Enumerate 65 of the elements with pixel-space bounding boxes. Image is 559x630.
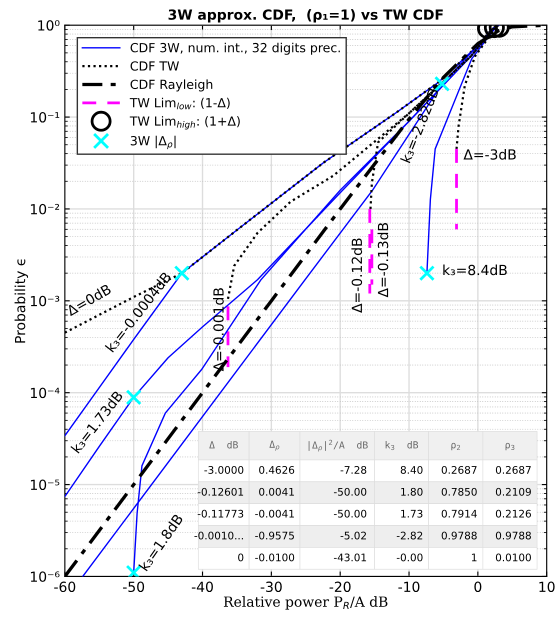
annotation: 0.9788 <box>496 532 531 540</box>
legend-label: CDF TW <box>130 61 179 71</box>
y-tick-label: 10⁻⁵ <box>30 480 60 490</box>
annotation: -43.01 <box>334 553 366 562</box>
annotation: 1.80 <box>401 488 423 496</box>
annotation: ρ$_{3}$ <box>506 442 514 450</box>
annotation: 0.2126 <box>496 510 531 518</box>
annotation: 1.73 <box>401 510 422 518</box>
annotation: |Δ$_{ρ}$|$^{2}$/A dB <box>308 440 368 452</box>
y-tick-label: 10⁻⁴ <box>30 388 60 398</box>
annotation: -2.82 <box>396 532 422 540</box>
annotation: -50.00 <box>334 510 366 518</box>
annotation: 0.2687 <box>496 466 531 474</box>
annotation: 0.9788 <box>442 532 477 540</box>
annotation: -0.9575 <box>255 532 294 540</box>
annotation: 0.7914 <box>442 510 477 518</box>
annotation: k₃=8.4dB <box>443 264 507 276</box>
x-tick-label: -10 <box>398 582 420 592</box>
annotation: -5.02 <box>340 532 366 540</box>
annotation: 0.4626 <box>259 466 294 474</box>
annotation: 1 <box>472 554 476 562</box>
annotation: -0.0010... <box>194 532 243 540</box>
legend-label: TW Lim$_{high}$: (1+Δ) <box>130 116 240 130</box>
annotation: -7.28 <box>340 466 366 474</box>
annotation: -0.00 <box>396 553 423 562</box>
x-tick-label: -30 <box>260 582 282 592</box>
annotation: Δ=-0.13dB <box>378 223 388 298</box>
annotation: Δ=-3dB <box>464 148 516 160</box>
annotation: Δ=-0.001dB <box>213 288 224 372</box>
y-tick-label: 10⁻⁶ <box>30 571 60 582</box>
x-axis-title: Relative power P$_{R}$/A dB <box>224 596 388 610</box>
y-tick-label: 10⁻³ <box>30 296 60 306</box>
annotation: -3.0000 <box>204 466 244 474</box>
annotation: 0.7850 <box>442 488 477 496</box>
x-tick-label: -50 <box>123 582 144 592</box>
annotation: Δ$_{ρ}$ <box>269 440 280 451</box>
legend-label: 3W |Δ$_{ρ}$| <box>130 136 176 150</box>
x-tick-label: -60 <box>54 582 76 592</box>
annotation: 0.0100 <box>496 553 531 562</box>
annotation: 0 <box>238 553 244 562</box>
text: k$_{3}$ dB <box>386 441 418 450</box>
annotation: 0.2687 <box>442 466 477 474</box>
annotation: -0.0041 <box>255 510 294 518</box>
x-tick-label: -20 <box>330 582 351 592</box>
x-tick-label: 0 <box>474 582 482 592</box>
annotation: 0.2109 <box>496 488 531 496</box>
annotation: 8.40 <box>400 466 423 474</box>
annotation: -0.0100 <box>255 553 294 562</box>
legend-label: CDF 3W, num. int., 32 digits prec. <box>130 42 340 55</box>
x-tick-label: -40 <box>192 582 213 592</box>
y-axis-title: Probability ϵ <box>14 260 28 343</box>
annotation: -0.12601 <box>198 488 244 496</box>
annotation: -0.11773 <box>198 510 244 518</box>
annotation: Δ dB <box>209 441 238 449</box>
legend-label: TW Lim$_{low}$: (1-Δ) <box>130 98 230 110</box>
y-tick-label: 10⁻² <box>30 204 60 214</box>
annotation: ρ$_{2}$ <box>451 442 460 450</box>
x-tick-label: 10 <box>539 582 555 592</box>
chart-title: 3W approx. CDF, (ρ₁=1) vs TW CDF <box>168 9 443 23</box>
y-tick-label: 10⁰ <box>38 20 60 31</box>
annotation: 0.0041 <box>259 488 294 496</box>
annotation: -50.00 <box>334 488 366 496</box>
annotation: Δ=-0.12dB <box>351 238 362 313</box>
legend-label: CDF Rayleigh <box>130 79 212 92</box>
y-tick-label: 10⁻¹ <box>30 112 60 123</box>
